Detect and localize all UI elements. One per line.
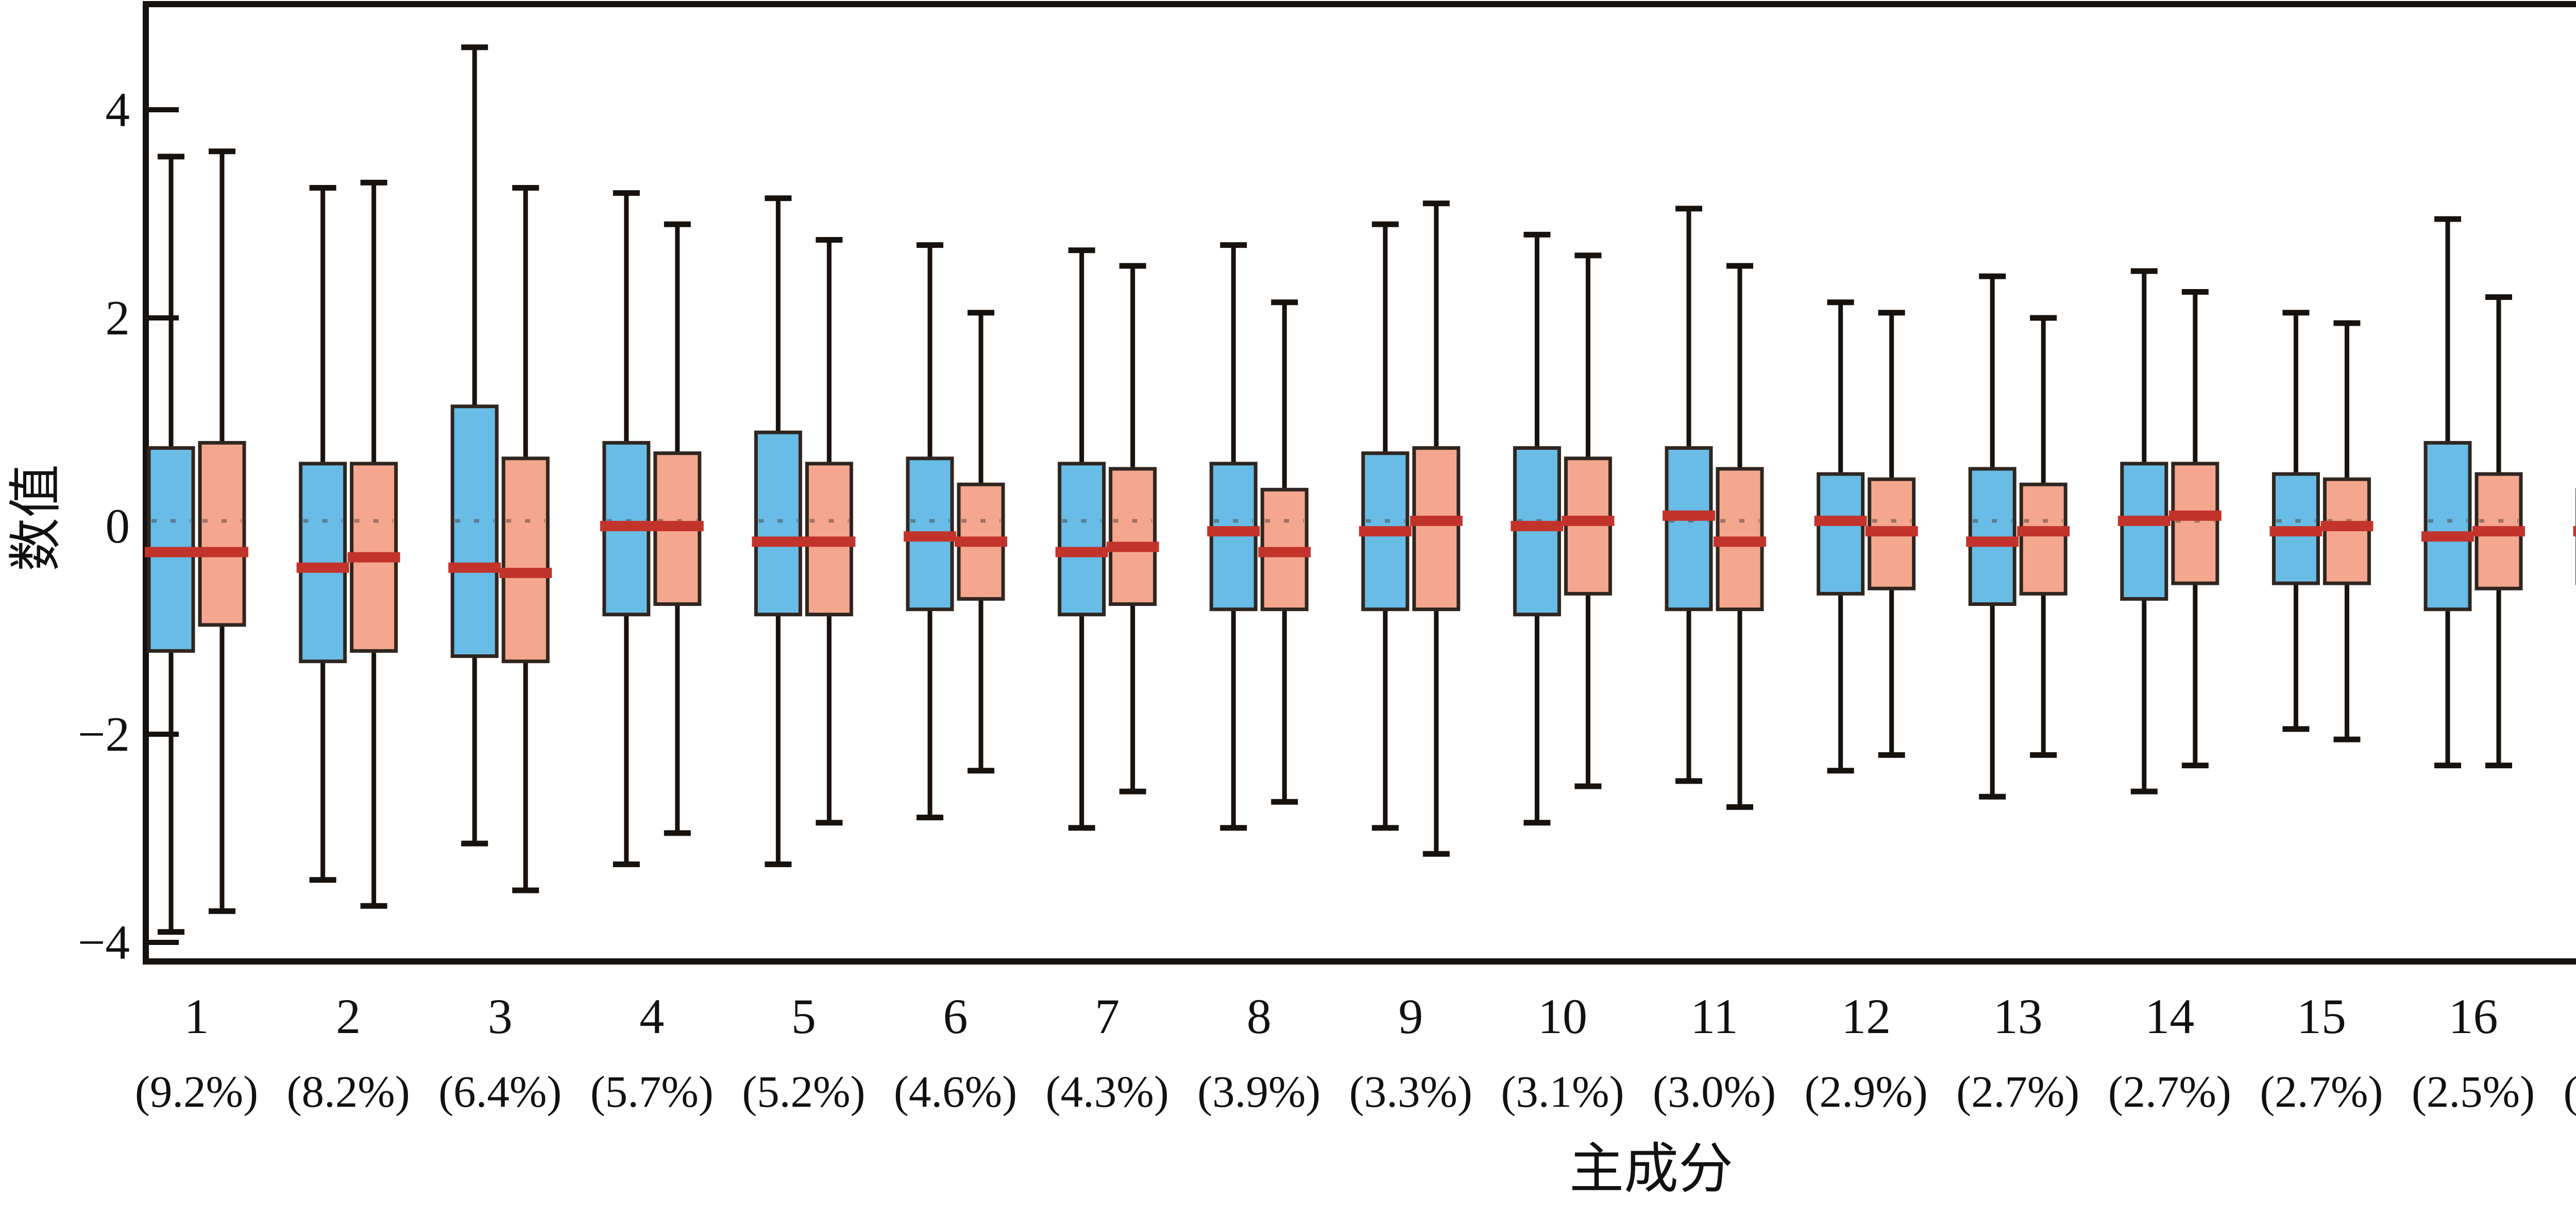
box-original-8: [1209, 462, 1258, 612]
x-tick-label-1: 1: [184, 989, 209, 1044]
box-wgan-15: [2323, 477, 2371, 585]
y-tick-label--4: −4: [78, 915, 130, 970]
x-pct-label-11: (3.0%): [1653, 1067, 1776, 1117]
box-original-11: [1665, 446, 1713, 612]
median-original-16: [2421, 531, 2474, 542]
median-original-10: [1511, 521, 1564, 531]
x-pct-label-10: (3.1%): [1501, 1067, 1624, 1117]
median-wgan-15: [2320, 521, 2374, 531]
median-wgan-8: [1258, 547, 1311, 557]
x-pct-label-8: (3.9%): [1197, 1067, 1320, 1117]
x-pct-label-2: (8.2%): [287, 1067, 410, 1117]
median-original-4: [600, 521, 653, 531]
plot-frame: [143, 1, 2576, 965]
median-wgan-7: [1106, 542, 1159, 552]
box-original-16: [2424, 441, 2472, 612]
x-tick-label-12: 12: [1841, 989, 1891, 1044]
box-original-5: [754, 430, 802, 617]
x-tick-label-6: 6: [943, 989, 968, 1044]
box-original-3: [450, 404, 499, 658]
x-tick-label-16: 16: [2449, 989, 2498, 1044]
x-pct-label-13: (2.7%): [1956, 1067, 2079, 1117]
x-tick-label-11: 11: [1690, 989, 1738, 1044]
median-wgan-14: [2168, 510, 2222, 521]
median-original-14: [2117, 515, 2171, 526]
x-tick-label-14: 14: [2145, 989, 2194, 1044]
x-pct-label-9: (3.3%): [1349, 1067, 1472, 1117]
median-wgan-4: [651, 521, 704, 531]
y-tick-label-0: 0: [106, 499, 130, 553]
median-wgan-6: [955, 536, 1007, 547]
x-tick-label-7: 7: [1095, 989, 1120, 1044]
x-pct-label-12: (2.9%): [1805, 1067, 1928, 1117]
x-pct-label-17: (2.5%): [2564, 1067, 2576, 1117]
x-pct-label-3: (6.4%): [438, 1067, 562, 1117]
x-tick-label-2: 2: [336, 989, 361, 1044]
x-tick-label-10: 10: [1538, 989, 1587, 1044]
median-original-3: [448, 562, 501, 573]
median-wgan-2: [347, 552, 400, 563]
median-original-2: [296, 562, 349, 573]
box-wgan-14: [2171, 462, 2219, 585]
median-wgan-3: [499, 567, 552, 578]
median-wgan-11: [1714, 536, 1766, 547]
median-original-1: [145, 547, 197, 557]
x-axis-title: 主成分: [1569, 1139, 1733, 1199]
box-wgan-7: [1109, 467, 1157, 606]
box-wgan-10: [1564, 457, 1612, 596]
x-pct-label-5: (5.2%): [742, 1067, 865, 1117]
median-original-15: [2269, 526, 2323, 537]
median-wgan-16: [2472, 526, 2525, 537]
box-original-12: [1817, 472, 1865, 596]
median-original-8: [1207, 526, 1260, 537]
x-pct-label-7: (4.3%): [1046, 1067, 1169, 1117]
median-wgan-12: [1865, 526, 1918, 537]
median-original-11: [1663, 510, 1715, 521]
x-tick-label-13: 13: [1993, 989, 2043, 1044]
x-tick-label-3: 3: [488, 989, 513, 1044]
x-pct-label-15: (2.7%): [2260, 1067, 2383, 1117]
median-wgan-1: [196, 547, 248, 557]
x-tick-label-15: 15: [2297, 989, 2346, 1044]
y-tick-label--2: −2: [78, 707, 130, 762]
x-pct-label-4: (5.7%): [590, 1067, 714, 1117]
median-wgan-10: [1562, 515, 1615, 526]
median-original-9: [1359, 526, 1412, 537]
box-wgan-1: [198, 441, 246, 627]
box-original-7: [1058, 462, 1106, 617]
box-wgan-9: [1412, 446, 1461, 612]
median-original-6: [904, 531, 956, 542]
x-pct-label-14: (2.7%): [2108, 1067, 2231, 1117]
median-original-5: [752, 536, 805, 547]
x-tick-label-8: 8: [1247, 989, 1272, 1044]
box-original-2: [299, 462, 347, 664]
median-wgan-13: [2017, 526, 2070, 537]
box-wgan-3: [501, 457, 550, 664]
median-original-7: [1055, 547, 1108, 557]
x-tick-label-9: 9: [1398, 989, 1423, 1044]
x-pct-label-1: (9.2%): [135, 1067, 258, 1117]
box-original-13: [1968, 467, 2016, 606]
box-original-14: [2120, 462, 2168, 601]
median-original-12: [1814, 515, 1867, 526]
median-original-13: [1966, 536, 2019, 547]
y-tick-label-2: 2: [106, 291, 130, 345]
median-original-17: [2573, 526, 2576, 537]
box-wgan-13: [2019, 482, 2067, 596]
x-tick-label-4: 4: [639, 989, 664, 1044]
x-pct-label-16: (2.5%): [2412, 1067, 2535, 1117]
median-wgan-5: [803, 536, 856, 547]
box-original-10: [1513, 446, 1561, 617]
y-tick-label-4: 4: [106, 82, 130, 137]
x-pct-label-6: (4.6%): [894, 1067, 1017, 1117]
y-axis-title: 数值: [7, 464, 66, 571]
x-tick-label-5: 5: [791, 989, 816, 1044]
median-wgan-9: [1410, 515, 1463, 526]
